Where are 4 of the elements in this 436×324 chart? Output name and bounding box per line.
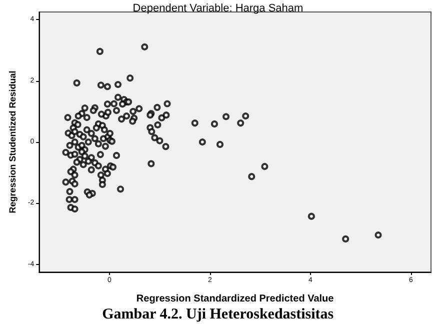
text: Gambar 4.2. Uji Heteroskedastisitas — [102, 306, 334, 322]
y-axis-title: Regression Studentized Residual — [8, 70, 18, 214]
x-axis-title: Regression Standardized Predicted Value — [136, 294, 334, 304]
chart-title: Dependent Variable: Harga Saham — [132, 2, 304, 14]
